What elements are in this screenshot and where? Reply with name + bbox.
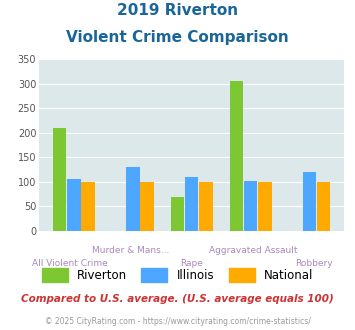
Text: Violent Crime Comparison: Violent Crime Comparison	[66, 30, 289, 45]
Legend: Riverton, Illinois, National: Riverton, Illinois, National	[37, 263, 318, 286]
Bar	[303, 172, 316, 231]
Text: 2019 Riverton: 2019 Riverton	[117, 3, 238, 18]
Bar	[81, 182, 95, 231]
Bar	[185, 177, 198, 231]
Text: Rape: Rape	[180, 259, 203, 268]
Text: Robbery: Robbery	[295, 259, 333, 268]
Bar	[244, 181, 257, 231]
Bar	[258, 182, 272, 231]
Text: Compared to U.S. average. (U.S. average equals 100): Compared to U.S. average. (U.S. average …	[21, 294, 334, 304]
Text: © 2025 CityRating.com - https://www.cityrating.com/crime-statistics/: © 2025 CityRating.com - https://www.city…	[45, 317, 310, 326]
Bar	[230, 82, 243, 231]
Text: Aggravated Assault: Aggravated Assault	[208, 246, 297, 255]
Text: Murder & Mans...: Murder & Mans...	[92, 246, 169, 255]
Bar	[67, 179, 81, 231]
Bar	[140, 182, 154, 231]
Bar	[317, 182, 331, 231]
Bar	[126, 167, 140, 231]
Text: All Violent Crime: All Violent Crime	[32, 259, 108, 268]
Bar	[53, 128, 66, 231]
Bar	[199, 182, 213, 231]
Bar	[171, 197, 184, 231]
